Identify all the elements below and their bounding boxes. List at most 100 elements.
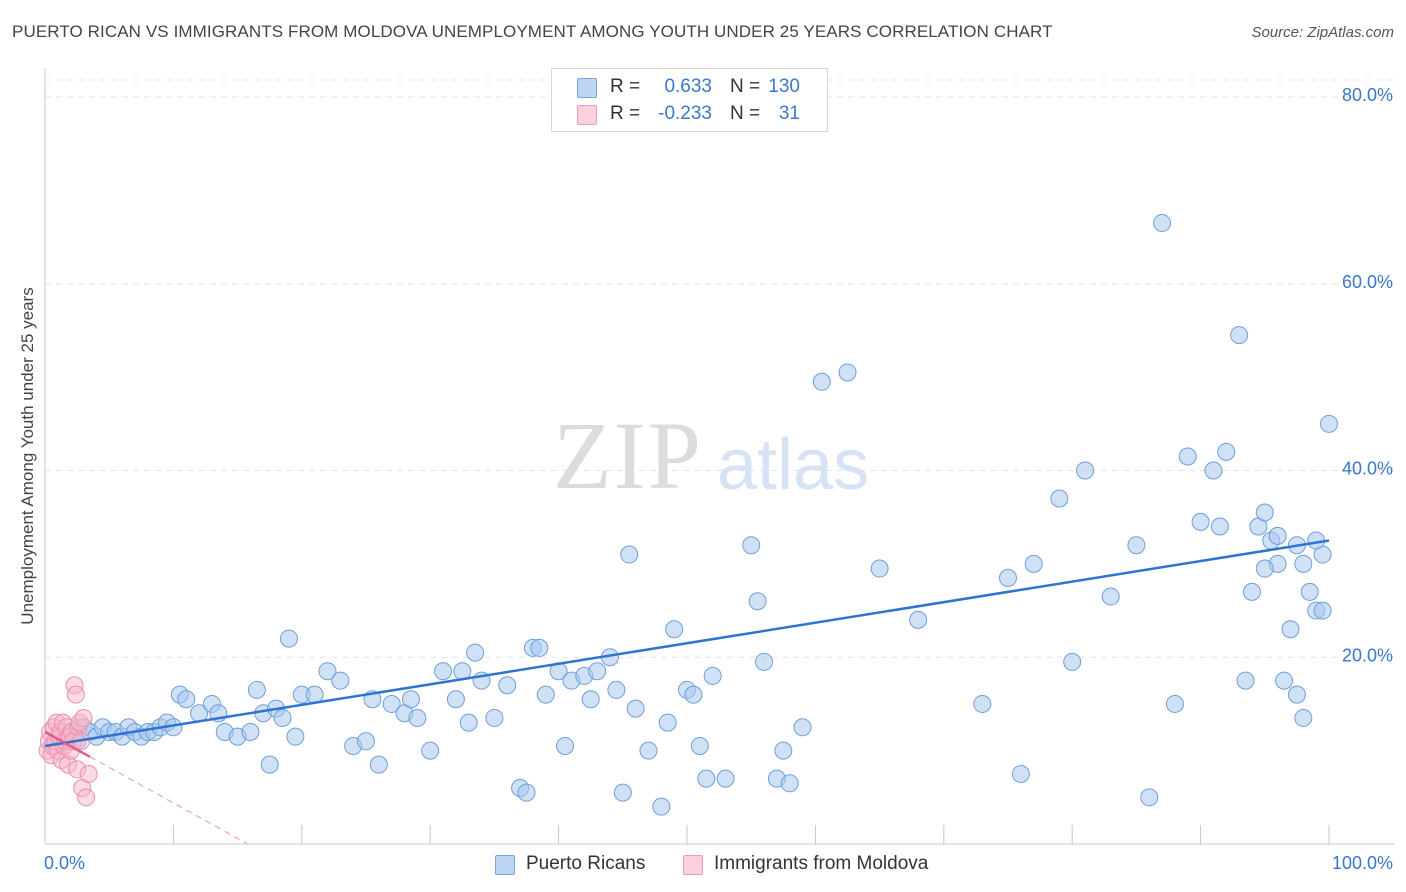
- bottom-legend-label: Puerto Ricans: [526, 853, 646, 874]
- legend-n-label: N =: [730, 76, 761, 97]
- data-point-puerto-ricans: [665, 620, 684, 639]
- data-point-puerto-ricans: [1287, 685, 1306, 704]
- trend-lines: [44, 539, 1330, 845]
- data-point-puerto-ricans: [369, 755, 388, 774]
- watermark-atlas: atlas: [717, 425, 870, 505]
- data-point-puerto-ricans: [1230, 326, 1249, 345]
- data-point-puerto-ricans: [459, 713, 478, 732]
- data-point-puerto-ricans: [652, 797, 671, 816]
- data-point-puerto-ricans: [1236, 671, 1255, 690]
- bottom-legend-swatch-blue: [495, 855, 515, 875]
- series-moldova-points: [38, 676, 98, 807]
- series-puerto-ricans-points: [48, 214, 1338, 816]
- data-point-puerto-ricans: [382, 694, 401, 713]
- data-point-puerto-ricans: [241, 722, 260, 741]
- grid-lines: [45, 79, 1395, 658]
- data-point-moldova: [79, 764, 98, 783]
- data-point-puerto-ricans: [1294, 708, 1313, 727]
- y-tick-label: 60.0%: [1342, 272, 1393, 292]
- chart-title: PUERTO RICAN VS IMMIGRANTS FROM MOLDOVA …: [12, 22, 1053, 41]
- data-point-puerto-ricans: [331, 671, 350, 690]
- data-point-puerto-ricans: [1050, 489, 1069, 508]
- legend-r-label: R =: [610, 76, 641, 97]
- watermark-zip: ZIP: [553, 402, 703, 509]
- data-point-puerto-ricans: [466, 643, 485, 662]
- y-tick-label: 20.0%: [1342, 645, 1393, 665]
- source-credit: Source: ZipAtlas.com: [1251, 24, 1394, 41]
- bottom-legend-label: Immigrants from Moldova: [714, 853, 929, 874]
- data-point-puerto-ricans: [1011, 764, 1030, 783]
- data-point-puerto-ricans: [793, 718, 812, 737]
- bottom-legend-swatch-pink: [683, 855, 703, 875]
- data-point-puerto-ricans: [536, 685, 555, 704]
- data-point-puerto-ricans: [1191, 512, 1210, 531]
- legend-swatch-pink: [577, 105, 597, 125]
- data-point-puerto-ricans: [286, 727, 305, 746]
- data-point-moldova: [74, 708, 93, 727]
- correlation-legend: R = 0.633 N = 130 R = -0.233 N = 31: [551, 68, 828, 132]
- data-point-puerto-ricans: [1101, 587, 1120, 606]
- data-point-puerto-ricans: [1140, 788, 1159, 807]
- data-point-puerto-ricans: [1204, 461, 1223, 480]
- data-point-puerto-ricans: [1127, 536, 1146, 555]
- data-point-puerto-ricans: [1076, 461, 1095, 480]
- axes: [44, 68, 1395, 845]
- data-point-puerto-ricans: [401, 690, 420, 709]
- data-point-puerto-ricans: [1153, 214, 1172, 233]
- data-point-puerto-ricans: [626, 699, 645, 718]
- data-point-puerto-ricans: [1217, 442, 1236, 461]
- legend-n-value: 130: [768, 76, 800, 97]
- data-point-puerto-ricans: [755, 652, 774, 671]
- data-point-puerto-ricans: [588, 662, 607, 681]
- data-point-puerto-ricans: [1255, 503, 1274, 522]
- data-point-puerto-ricans: [1294, 554, 1313, 573]
- data-point-puerto-ricans: [780, 774, 799, 793]
- legend-row-moldova: R = -0.233 N = 31: [552, 101, 827, 127]
- data-point-puerto-ricans: [742, 536, 761, 555]
- data-point-puerto-ricans: [812, 372, 831, 391]
- trend-line-puerto-ricans: [44, 539, 1330, 748]
- legend-r-label: R =: [610, 103, 641, 124]
- y-axis-label: Unemployment Among Youth under 25 years: [18, 287, 37, 625]
- data-point-puerto-ricans: [1320, 414, 1338, 433]
- data-point-puerto-ricans: [973, 694, 992, 713]
- data-point-moldova: [66, 685, 85, 704]
- data-point-puerto-ricans: [1281, 620, 1300, 639]
- data-point-puerto-ricans: [999, 568, 1017, 587]
- trend-line-moldova-solid: [44, 730, 91, 758]
- data-point-puerto-ricans: [1255, 559, 1274, 578]
- data-point-puerto-ricans: [1165, 694, 1184, 713]
- data-point-puerto-ricans: [774, 741, 793, 760]
- data-point-puerto-ricans: [408, 708, 427, 727]
- data-point-puerto-ricans: [530, 638, 549, 657]
- y-tick-label: 40.0%: [1342, 459, 1393, 479]
- data-point-puerto-ricans: [639, 741, 658, 760]
- data-point-puerto-ricans: [716, 769, 735, 788]
- data-point-puerto-ricans: [1024, 554, 1043, 573]
- data-point-puerto-ricans: [247, 680, 266, 699]
- data-point-puerto-ricans: [305, 685, 324, 704]
- y-tick-label: 80.0%: [1342, 85, 1393, 105]
- data-point-puerto-ricans: [620, 545, 639, 564]
- data-point-puerto-ricans: [279, 629, 298, 648]
- data-point-puerto-ricans: [318, 662, 337, 681]
- data-point-puerto-ricans: [260, 755, 279, 774]
- data-point-puerto-ricans: [177, 690, 196, 709]
- data-point-puerto-ricans: [1063, 652, 1082, 671]
- data-point-puerto-ricans: [357, 732, 375, 751]
- data-point-puerto-ricans: [1242, 582, 1261, 601]
- data-point-moldova: [77, 788, 96, 807]
- legend-r-value: -0.233: [658, 103, 712, 124]
- data-point-puerto-ricans: [1268, 526, 1287, 545]
- legend-swatch-blue: [577, 78, 597, 98]
- data-point-puerto-ricans: [748, 592, 767, 611]
- x-tick-label-min: 0.0%: [44, 853, 85, 873]
- data-point-puerto-ricans: [703, 666, 722, 685]
- data-point-puerto-ricans: [1275, 671, 1294, 690]
- trend-line-moldova-dashed: [89, 756, 249, 845]
- data-point-puerto-ricans: [581, 690, 600, 709]
- data-point-puerto-ricans: [838, 363, 857, 382]
- data-point-puerto-ricans: [1313, 601, 1332, 620]
- data-point-puerto-ricans: [909, 610, 928, 629]
